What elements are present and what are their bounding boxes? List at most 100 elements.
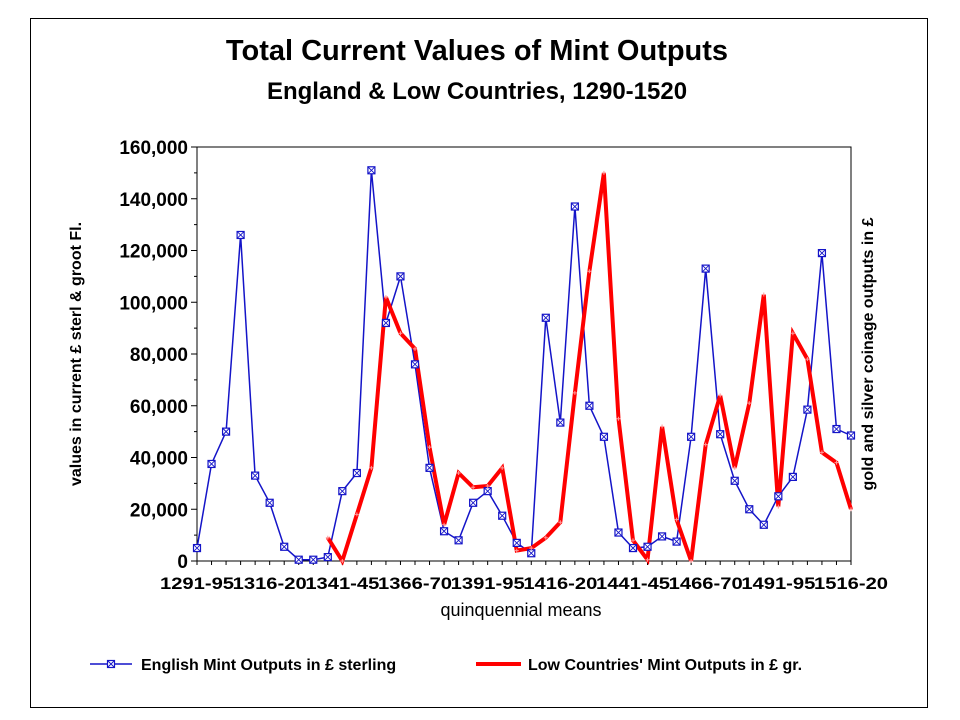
data-point-low-countries bbox=[500, 465, 505, 470]
data-point-english bbox=[396, 272, 405, 281]
legend-item-low-countries: Low Countries' Mint Outputs in £ gr. bbox=[476, 657, 802, 674]
data-point-english bbox=[221, 427, 231, 436]
data-point-english bbox=[294, 555, 303, 564]
y-tick-label: 40,000 bbox=[130, 449, 188, 470]
y-axis-label: values in current £ sterl & groot Fl. bbox=[68, 222, 85, 486]
data-point-low-countries bbox=[369, 465, 374, 470]
data-point-english bbox=[251, 471, 260, 480]
data-point-low-countries bbox=[849, 507, 853, 512]
chart-subtitle: England & Low Countries, 1290-1520 bbox=[267, 78, 687, 105]
plot-area bbox=[196, 146, 852, 562]
x-tick-label: 1516-20 bbox=[814, 574, 888, 593]
data-point-low-countries bbox=[819, 450, 824, 455]
data-point-english bbox=[657, 532, 667, 541]
y-tick-label: 140,000 bbox=[119, 190, 188, 211]
data-point-english bbox=[192, 543, 202, 553]
x-tick-label: 1416-20 bbox=[523, 574, 597, 593]
y-tick-label: 0 bbox=[177, 552, 188, 573]
data-point-low-countries bbox=[442, 522, 447, 527]
data-point-low-countries bbox=[587, 269, 592, 274]
data-point-low-countries bbox=[703, 442, 708, 447]
series-line-low-countries bbox=[326, 172, 853, 566]
data-point-english bbox=[687, 432, 696, 441]
data-point-low-countries bbox=[674, 517, 679, 522]
data-point-english bbox=[439, 527, 449, 536]
x-tick-label: 1491-95 bbox=[741, 574, 815, 593]
data-point-english bbox=[338, 487, 347, 496]
legend-item-english: English Mint Outputs in £ sterling bbox=[90, 657, 396, 674]
data-point-english bbox=[803, 405, 812, 414]
chart-svg: Total Current Values of Mint Outputs Eng… bbox=[68, 35, 888, 674]
data-point-english bbox=[701, 264, 710, 273]
x-tick-label: 1341-45 bbox=[305, 574, 379, 593]
data-point-low-countries bbox=[747, 401, 752, 406]
data-point-english bbox=[381, 318, 391, 328]
data-point-english bbox=[672, 537, 681, 546]
data-point-english bbox=[236, 230, 245, 240]
x-tick-label: 1366-70 bbox=[378, 574, 452, 593]
data-point-english bbox=[367, 166, 376, 175]
series-layer bbox=[192, 166, 856, 566]
data-point-english bbox=[628, 543, 638, 553]
data-point-low-countries bbox=[354, 512, 359, 517]
data-point-low-countries bbox=[660, 424, 665, 429]
data-point-english bbox=[614, 528, 623, 537]
data-point-low-countries bbox=[761, 292, 766, 297]
data-point-low-countries bbox=[413, 346, 417, 351]
x-tick-label: 1391-95 bbox=[451, 574, 525, 593]
y-tick-label: 120,000 bbox=[119, 242, 188, 263]
data-point-low-countries bbox=[805, 357, 810, 362]
data-point-low-countries bbox=[732, 465, 737, 470]
data-point-low-countries bbox=[427, 445, 432, 450]
data-point-english bbox=[774, 492, 783, 501]
data-point-english bbox=[730, 476, 739, 485]
data-point-english bbox=[309, 555, 318, 564]
data-point-english bbox=[599, 432, 609, 441]
data-point-english bbox=[410, 360, 420, 369]
data-point-english bbox=[512, 538, 521, 547]
chart-title: Total Current Values of Mint Outputs bbox=[226, 35, 728, 67]
y-axis: 0 20,000 40,000 60,000 80,000 100,000 120,000 1… bbox=[119, 138, 197, 573]
data-point-english bbox=[643, 542, 652, 551]
data-point-low-countries bbox=[616, 416, 621, 421]
x-axis: 1291-951316-201341-451366-701391-951416-… bbox=[160, 561, 888, 593]
y-tick-label: 80,000 bbox=[130, 345, 188, 366]
data-point-english bbox=[846, 431, 856, 440]
x-tick-label: 1441-45 bbox=[596, 574, 670, 593]
data-point-english bbox=[323, 553, 332, 562]
data-point-low-countries bbox=[558, 520, 563, 525]
x-axis-label: quinquennial means bbox=[440, 600, 601, 620]
legend-label-english: English Mint Outputs in £ sterling bbox=[141, 657, 396, 674]
data-point-low-countries bbox=[689, 559, 694, 563]
data-point-low-countries bbox=[601, 170, 606, 175]
data-point-english bbox=[425, 463, 434, 472]
data-point-english bbox=[817, 248, 827, 258]
x-tick-label: 1291-95 bbox=[160, 574, 234, 593]
legend-marker-english bbox=[106, 659, 116, 669]
data-point-english bbox=[541, 313, 550, 322]
data-point-english bbox=[570, 202, 579, 211]
y-tick-label: 20,000 bbox=[130, 500, 188, 521]
data-point-low-countries bbox=[543, 535, 548, 540]
data-point-english bbox=[716, 430, 725, 439]
data-point-low-countries bbox=[383, 295, 388, 300]
data-point-english bbox=[454, 536, 463, 545]
data-point-low-countries bbox=[834, 460, 839, 465]
data-point-low-countries bbox=[456, 471, 461, 476]
legend: English Mint Outputs in £ sterling Low C… bbox=[90, 657, 802, 674]
y-tick-label: 160,000 bbox=[119, 138, 188, 159]
data-point-english bbox=[498, 511, 507, 520]
x-tick-label: 1466-70 bbox=[669, 574, 743, 593]
data-point-english bbox=[759, 520, 768, 529]
x-tick-label: 1316-20 bbox=[233, 574, 307, 593]
data-point-low-countries bbox=[529, 546, 534, 551]
data-point-low-countries bbox=[631, 538, 635, 543]
legend-label-low-countries: Low Countries' Mint Outputs in £ gr. bbox=[528, 657, 802, 674]
data-point-low-countries bbox=[485, 483, 490, 488]
data-point-english bbox=[469, 498, 478, 507]
data-point-english bbox=[832, 424, 841, 434]
data-point-low-countries bbox=[325, 535, 330, 540]
data-point-english bbox=[745, 505, 754, 514]
data-point-english bbox=[556, 418, 565, 427]
data-point-english bbox=[788, 472, 797, 482]
